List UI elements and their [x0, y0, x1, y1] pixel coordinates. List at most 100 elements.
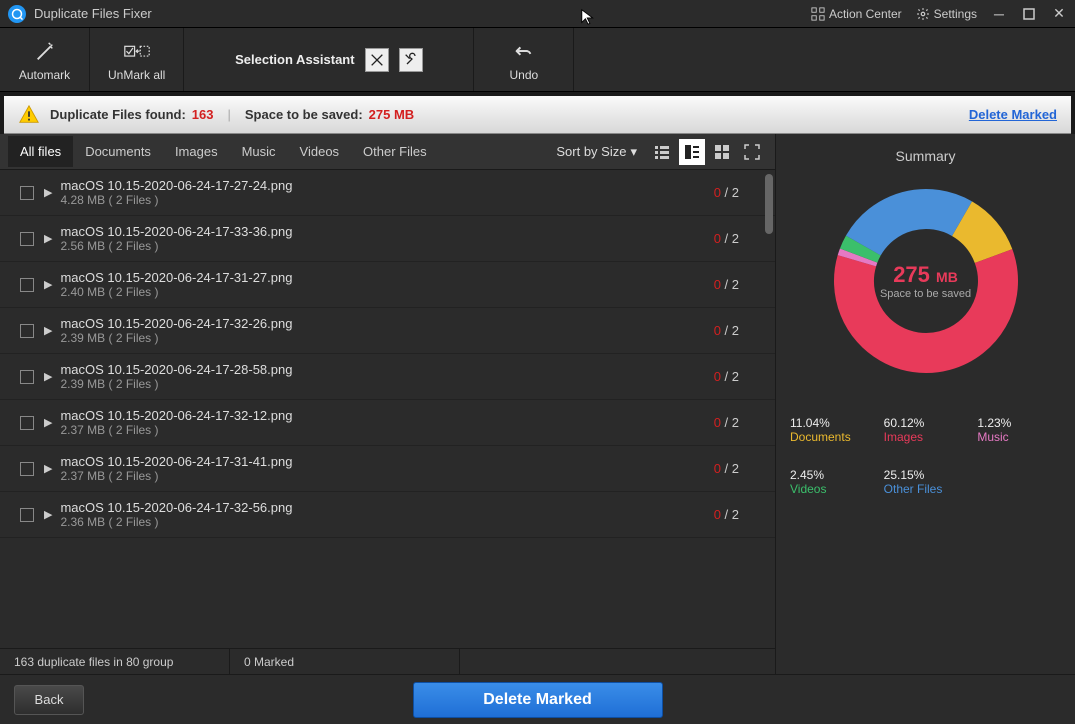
- expand-icon: [744, 144, 760, 160]
- file-row[interactable]: ▶macOS 10.15-2020-06-24-17-32-12.png2.37…: [0, 400, 775, 446]
- legend-pct: 60.12%: [884, 416, 968, 430]
- settings-label: Settings: [934, 7, 977, 21]
- info-bar: Duplicate Files found: 163 | Space to be…: [4, 96, 1071, 134]
- tab-images[interactable]: Images: [163, 136, 230, 167]
- file-meta: 4.28 MB ( 2 Files ): [60, 193, 713, 207]
- legend-label: Music: [977, 430, 1061, 444]
- file-row[interactable]: ▶macOS 10.15-2020-06-24-17-31-41.png2.37…: [0, 446, 775, 492]
- back-button[interactable]: Back: [14, 685, 84, 715]
- file-row[interactable]: ▶macOS 10.15-2020-06-24-17-31-27.png2.40…: [0, 262, 775, 308]
- donut-center-label: Space to be saved: [880, 288, 971, 300]
- file-counts: 0 / 2: [714, 507, 739, 522]
- file-counts: 0 / 2: [714, 461, 739, 476]
- tab-videos[interactable]: Videos: [288, 136, 352, 167]
- detail-view-button[interactable]: [679, 139, 705, 165]
- file-meta: 2.37 MB ( 2 Files ): [60, 469, 713, 483]
- separator: |: [228, 107, 231, 122]
- found-count: 163: [192, 107, 214, 122]
- grid-view-button[interactable]: [709, 139, 735, 165]
- action-center-button[interactable]: Action Center: [811, 7, 902, 21]
- close-button[interactable]: ✕: [1051, 6, 1067, 22]
- summary-legend: 11.04%Documents 60.12%Images 1.23%Music 2.4…: [790, 416, 1061, 496]
- selection-assistant-label: Selection Assistant: [235, 52, 354, 67]
- status-summary: 163 duplicate files in 80 group: [0, 649, 230, 674]
- tab-all-files[interactable]: All files: [8, 136, 73, 167]
- scrollbar-thumb[interactable]: [765, 174, 773, 234]
- file-checkbox[interactable]: [20, 232, 34, 246]
- toolbar: Automark UnMark all Selection Assistant …: [0, 28, 1075, 92]
- delete-marked-button[interactable]: Delete Marked: [413, 682, 663, 718]
- expand-icon[interactable]: ▶: [44, 186, 52, 199]
- summary-panel: Summary 275 MB Space to be saved 11.04%D…: [775, 134, 1075, 674]
- warning-icon: [18, 104, 40, 126]
- app-logo-icon: [8, 5, 26, 23]
- gear-icon: [916, 7, 930, 21]
- expand-icon[interactable]: ▶: [44, 324, 52, 337]
- file-counts: 0 / 2: [714, 323, 739, 338]
- status-bar: 163 duplicate files in 80 group 0 Marked: [0, 648, 775, 674]
- sort-label: Sort by Size: [556, 144, 626, 159]
- file-name: macOS 10.15-2020-06-24-17-28-58.png: [60, 362, 713, 377]
- tab-documents[interactable]: Documents: [73, 136, 163, 167]
- maximize-button[interactable]: [1021, 6, 1037, 22]
- file-name: macOS 10.15-2020-06-24-17-27-24.png: [60, 178, 713, 193]
- fullscreen-button[interactable]: [739, 139, 765, 165]
- unmark-all-button[interactable]: UnMark all: [90, 28, 184, 91]
- undo-button[interactable]: Undo: [474, 28, 574, 91]
- file-checkbox[interactable]: [20, 278, 34, 292]
- file-counts: 0 / 2: [714, 369, 739, 384]
- file-counts: 0 / 2: [714, 231, 739, 246]
- expand-icon[interactable]: ▶: [44, 232, 52, 245]
- minimize-button[interactable]: ─: [991, 6, 1007, 22]
- file-checkbox[interactable]: [20, 462, 34, 476]
- expand-icon[interactable]: ▶: [44, 416, 52, 429]
- legend-item: 1.23%Music: [977, 416, 1061, 444]
- legend-pct: 2.45%: [790, 468, 874, 482]
- legend-pct: 1.23%: [977, 416, 1061, 430]
- space-value: 275 MB: [369, 107, 415, 122]
- sort-by-dropdown[interactable]: Sort by Size ▾: [556, 144, 637, 160]
- space-label: Space to be saved:: [245, 107, 363, 122]
- legend-label: Other Files: [884, 482, 968, 496]
- file-row[interactable]: ▶macOS 10.15-2020-06-24-17-32-56.png2.36…: [0, 492, 775, 538]
- file-list: ▶ macOS 10.15-2020-06-24-17-27-24.png4.28…: [0, 170, 775, 648]
- file-meta: 2.39 MB ( 2 Files ): [60, 331, 713, 345]
- legend-item: 25.15%Other Files: [884, 468, 968, 496]
- file-row[interactable]: ▶ macOS 10.15-2020-06-24-17-28-58.png2.39…: [0, 354, 775, 400]
- expand-icon[interactable]: ▶: [44, 508, 52, 521]
- legend-label: Images: [884, 430, 968, 444]
- expand-icon[interactable]: ▶: [44, 370, 52, 383]
- file-checkbox[interactable]: [20, 370, 34, 384]
- settings-button[interactable]: Settings: [916, 7, 977, 21]
- file-meta: 2.37 MB ( 2 Files ): [60, 423, 713, 437]
- expand-icon[interactable]: ▶: [44, 462, 52, 475]
- legend-label: Documents: [790, 430, 874, 444]
- automark-button[interactable]: Automark: [0, 28, 90, 91]
- file-checkbox[interactable]: [20, 324, 34, 338]
- list-view-button[interactable]: [649, 139, 675, 165]
- selection-tool-1-button[interactable]: [365, 48, 389, 72]
- detail-icon: [684, 144, 700, 160]
- file-checkbox[interactable]: [20, 186, 34, 200]
- file-checkbox[interactable]: [20, 416, 34, 430]
- file-name: macOS 10.15-2020-06-24-17-31-27.png: [60, 270, 713, 285]
- file-row[interactable]: ▶macOS 10.15-2020-06-24-17-33-36.png2.56…: [0, 216, 775, 262]
- file-row[interactable]: ▶ macOS 10.15-2020-06-24-17-27-24.png4.28…: [0, 170, 775, 216]
- file-checkbox[interactable]: [20, 508, 34, 522]
- legend-pct: 25.15%: [884, 468, 968, 482]
- delete-marked-link[interactable]: Delete Marked: [969, 107, 1057, 122]
- selection-tool-2-button[interactable]: [399, 48, 423, 72]
- file-counts: 0 / 2: [714, 277, 739, 292]
- legend-item: 11.04%Documents: [790, 416, 874, 444]
- summary-title: Summary: [790, 148, 1061, 164]
- file-row[interactable]: ▶macOS 10.15-2020-06-24-17-32-26.png2.39…: [0, 308, 775, 354]
- status-marked: 0 Marked: [230, 649, 460, 674]
- tab-other-files[interactable]: Other Files: [351, 136, 439, 167]
- unmark-all-label: UnMark all: [108, 68, 165, 82]
- legend-pct: 11.04%: [790, 416, 874, 430]
- wand-icon: [34, 38, 56, 66]
- tab-music[interactable]: Music: [230, 136, 288, 167]
- expand-icon[interactable]: ▶: [44, 278, 52, 291]
- file-meta: 2.39 MB ( 2 Files ): [60, 377, 713, 391]
- file-meta: 2.56 MB ( 2 Files ): [60, 239, 713, 253]
